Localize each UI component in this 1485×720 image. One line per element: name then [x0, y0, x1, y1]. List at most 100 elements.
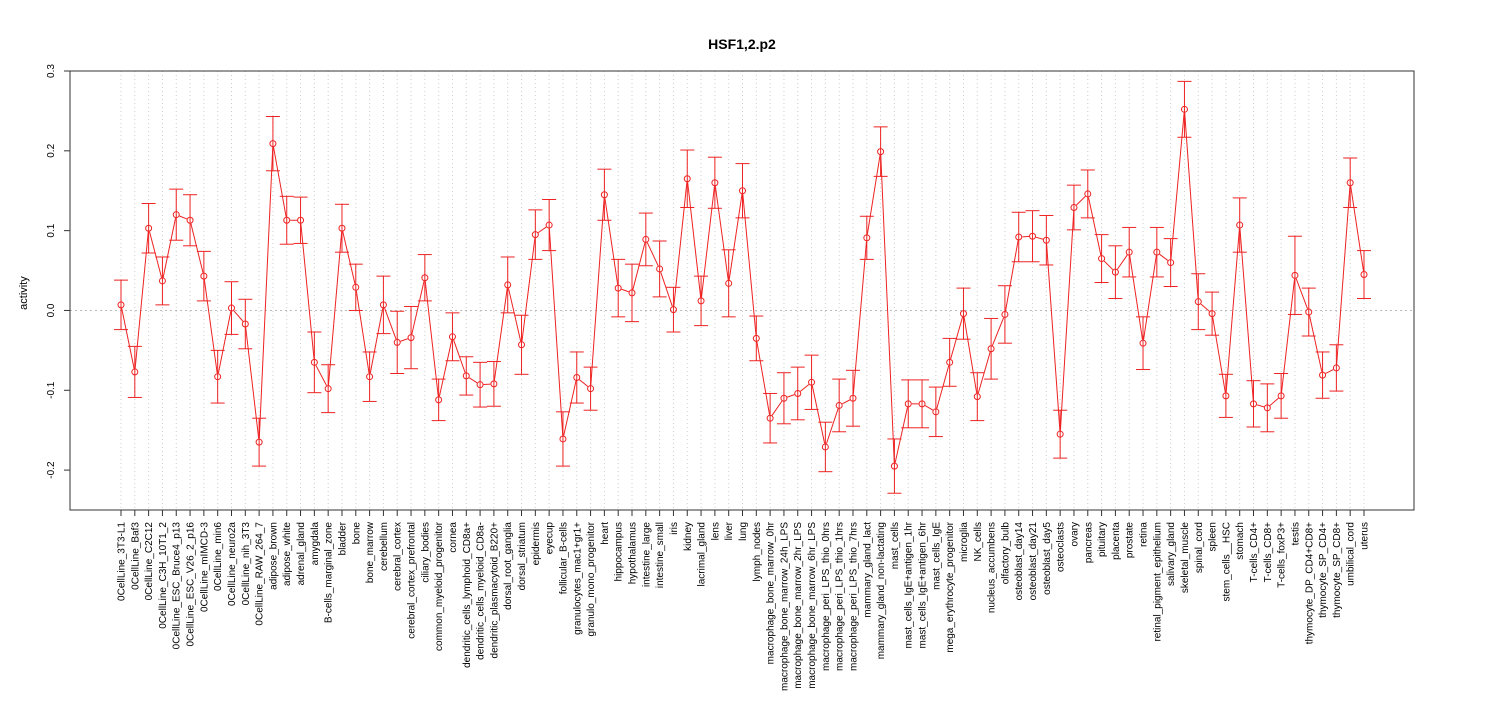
data-point	[1305, 308, 1313, 316]
series-line-segment	[537, 226, 547, 234]
series-line-segment	[1076, 196, 1086, 206]
x-tick-label: macrophage_peri_LPS_thio_1hrs	[835, 522, 846, 671]
data-point	[255, 438, 263, 446]
data-point	[117, 301, 125, 309]
series-line-segment	[400, 338, 408, 342]
data-point	[587, 385, 595, 393]
series-line-segment	[700, 186, 715, 298]
data-point	[1346, 179, 1354, 187]
data-point	[683, 175, 691, 183]
x-tick-label: dorsal_root_ganglia	[503, 522, 514, 610]
data-point	[1056, 430, 1064, 438]
x-tick-label: follicular_B-cells	[558, 522, 569, 594]
y-tick-label: -0.1	[46, 381, 57, 399]
data-point	[421, 274, 429, 282]
data-point	[1263, 404, 1271, 412]
series-line-segment	[438, 340, 453, 397]
series-line-segment	[179, 215, 187, 220]
series-line-segment	[880, 155, 895, 463]
data-point	[366, 373, 374, 381]
x-tick-label: liver	[724, 521, 735, 540]
data-point	[794, 389, 802, 397]
x-tick-label: cerebral_cortex	[393, 522, 404, 591]
x-tick-label: osteoblast_day21	[1028, 522, 1039, 601]
series-line-segment	[1005, 240, 1019, 312]
chart-title: HSF1,2.p2	[708, 36, 776, 52]
data-point	[448, 333, 456, 341]
data-point	[1222, 392, 1230, 400]
x-tick-label: thymocyte_SP_CD4+	[1318, 522, 1329, 618]
data-point	[172, 211, 180, 219]
series-line-segment	[1295, 278, 1308, 309]
series-line-segment	[411, 281, 425, 335]
data-point	[145, 224, 153, 232]
x-tick-label: olfactory_bulb	[1000, 522, 1011, 585]
x-tick-label: eyecup	[545, 522, 556, 555]
series-line-segment	[563, 380, 577, 436]
data-point	[918, 400, 926, 408]
series-line-segment	[1200, 303, 1210, 312]
x-tick-label: lung	[738, 522, 749, 541]
series-line-segment	[963, 317, 978, 394]
data-point	[1208, 310, 1216, 318]
data-point	[269, 140, 277, 148]
x-tick-label: iris	[669, 522, 680, 535]
x-tick-label: 0CellLine_ESC_Bruce4_p13	[172, 522, 183, 650]
series-line-segment	[1088, 197, 1102, 256]
data-point	[849, 394, 857, 402]
x-tick-label: intestine_large	[641, 522, 652, 587]
data-point	[821, 443, 829, 451]
data-point	[1167, 259, 1175, 267]
data-point	[476, 381, 484, 389]
x-tick-label: mega_erythrocyte_progenitor	[945, 521, 956, 652]
y-tick-label: 0.0	[46, 303, 57, 317]
data-point	[1084, 190, 1092, 198]
data-point	[1001, 310, 1009, 318]
x-tick-label: macrophage_bone_marrow_2hr_LPS	[793, 522, 804, 689]
x-tick-label: 0CellLine_nih_3T3	[241, 522, 252, 606]
data-point	[573, 374, 581, 382]
data-point	[987, 345, 995, 353]
data-point	[642, 235, 650, 243]
series-line-segment	[991, 317, 1005, 346]
x-tick-label: macrophage_bone_marrow_6hr_LPS	[807, 522, 818, 689]
x-tick-label: macrophage_bone_marrow_0hr	[766, 521, 777, 664]
y-axis: -0.2 -0.1 0.0 0.1 0.2 0.3	[46, 64, 71, 479]
y-tick-label: 0.2	[46, 143, 57, 157]
series-line-segment	[233, 310, 244, 322]
series-line-segment	[1159, 253, 1169, 261]
data-point	[1125, 248, 1133, 256]
x-tick-label: bone_marrow	[365, 521, 376, 583]
data-point	[545, 221, 553, 229]
data-point	[1291, 271, 1299, 279]
series-line-segment	[1103, 260, 1114, 271]
data-point	[697, 297, 705, 305]
y-tick-label: -0.2	[46, 461, 57, 479]
data-point	[1153, 248, 1161, 256]
series-line-segment	[590, 198, 605, 386]
data-point	[669, 306, 677, 314]
series-line-segment	[217, 311, 232, 374]
series-line-segment	[1309, 315, 1323, 372]
data-point	[904, 400, 912, 408]
x-tick-label: stomach	[1235, 522, 1246, 560]
data-point	[435, 396, 443, 404]
x-tick-label: dorsal_striatum	[517, 522, 528, 590]
data-point	[1070, 203, 1078, 211]
data-point	[504, 281, 512, 289]
series-line-segment	[852, 241, 867, 395]
x-tick-label: thymocyte_DP_CD4+CD8+	[1304, 522, 1315, 644]
x-tick-label: ciliary_bodies	[420, 522, 431, 583]
series-line-segment	[1269, 397, 1279, 406]
x-tick-label: macrophage_peri_LPS_thio_7hrs	[848, 522, 859, 671]
data-point	[297, 216, 305, 224]
x-tick-label: heart	[600, 522, 611, 545]
series-line-segment	[134, 231, 149, 369]
series-line-segment	[468, 377, 478, 384]
x-tick-label: 0CellLine_neuro2a	[227, 522, 238, 606]
x-tick-label: umbilical_cord	[1346, 522, 1357, 586]
x-axis: 0CellLine_3T3-L1 0CellLine_Baf3 0CellLine_…	[117, 509, 1371, 691]
x-tick-label: 0CellLine_3T3-L1	[117, 522, 128, 601]
data-point	[1250, 400, 1258, 408]
